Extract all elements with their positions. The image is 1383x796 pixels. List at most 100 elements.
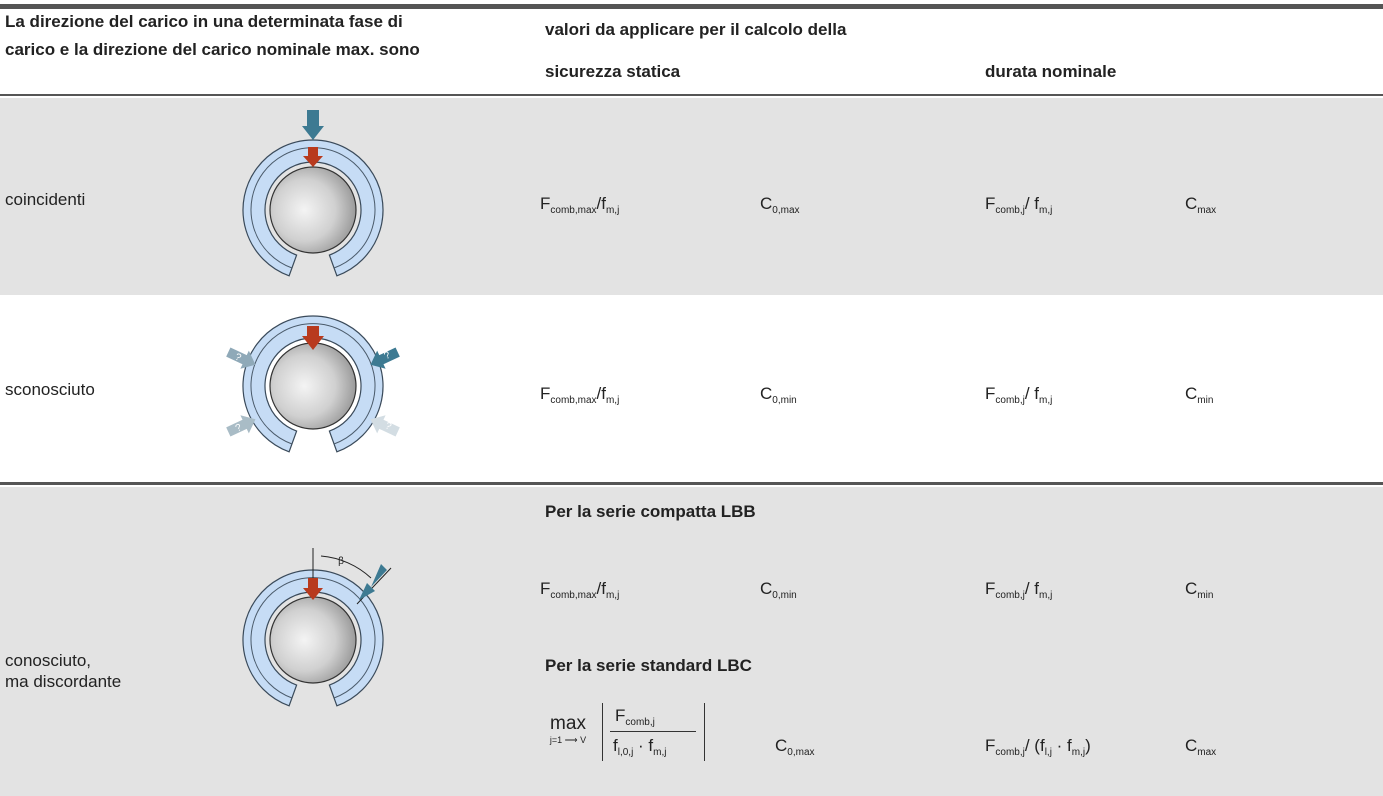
formula: Fcomb,j/ fm,j: [985, 384, 1052, 406]
formula-text: C: [760, 384, 773, 403]
formula-text: / f: [1024, 194, 1040, 213]
row-label: conosciuto,: [5, 651, 91, 670]
formula: Fcomb,max/fm,j: [540, 579, 619, 601]
subscript: m,j: [1071, 747, 1086, 758]
row-label: ma discordante: [5, 672, 122, 691]
formula: Cmin: [1185, 384, 1213, 406]
subscript: l,j: [1044, 747, 1052, 758]
formula-text: F: [540, 384, 551, 403]
group-title: Per la serie compatta LBB: [545, 502, 756, 521]
bearing-icon: [242, 110, 384, 277]
header-rating: durata nominale: [985, 62, 1117, 81]
abs-bar: [704, 703, 705, 761]
formula: Cmin: [1185, 579, 1213, 601]
formula-text: / f: [1024, 384, 1040, 403]
formula-text: C: [1185, 579, 1198, 598]
formula-text: F: [985, 384, 996, 403]
row-label: sconosciuto: [5, 380, 95, 399]
subscript: comb,j: [995, 205, 1025, 216]
subscript: m,j: [1039, 205, 1053, 216]
formula-text: F: [985, 736, 996, 755]
formula: Fcomb,j/ (fl,j · fm,j): [985, 736, 1091, 758]
formula-text: C: [760, 579, 773, 598]
formula-text: F: [985, 579, 996, 598]
bearing-icon: ? ? ? ?: [226, 315, 400, 453]
formula-text: · f: [1051, 736, 1072, 755]
group-title: Per la serie standard LBC: [545, 656, 752, 675]
max-op: max: [550, 713, 586, 734]
formula: C0,max: [760, 194, 800, 216]
subscript: m,j: [1039, 590, 1053, 601]
max-formula: max j=1 ⟶ V Fcomb,j fl,0,j · fm,j: [538, 703, 718, 763]
numerator: Fcomb,j: [615, 706, 655, 728]
formula: Fcomb,max/fm,j: [540, 384, 619, 406]
header-rule: [0, 94, 1383, 96]
subscript: min: [1197, 395, 1214, 406]
unknown-marker: ?: [233, 352, 243, 365]
angle-label: β: [338, 556, 344, 567]
formula-text: C: [1185, 194, 1198, 213]
formula: C0,min: [760, 384, 797, 406]
formula-text: /f: [596, 579, 606, 598]
formula-text: C: [1185, 384, 1198, 403]
formula: Fcomb,j/ fm,j: [985, 579, 1052, 601]
row-band: [0, 98, 1383, 295]
max-range: j=1 ⟶ V: [549, 735, 587, 745]
formula: Fcomb,j/ fm,j: [985, 194, 1052, 216]
formula: C0,max: [775, 736, 815, 758]
formula-text: C: [760, 194, 773, 213]
row-band: [0, 487, 1383, 796]
formula-text: C: [775, 736, 788, 755]
subscript: comb,max: [550, 395, 597, 406]
formula: Cmax: [1185, 736, 1216, 758]
subscript: comb,j: [995, 747, 1025, 758]
subscript: m,j: [653, 747, 667, 758]
header-col1: carico e la direzione del carico nominal…: [5, 40, 420, 59]
subscript: 0,max: [787, 747, 815, 758]
formula-text: · f: [633, 736, 654, 755]
formula-text: /f: [596, 194, 606, 213]
formula: Fcomb,max/fm,j: [540, 194, 619, 216]
subscript: comb,max: [550, 590, 597, 601]
denominator: fl,0,j · fm,j: [613, 736, 666, 758]
header-values: valori da applicare per il calcolo della: [545, 20, 847, 39]
subscript: max: [1197, 205, 1217, 216]
subscript: l,0,j: [617, 747, 634, 758]
formula: C0,min: [760, 579, 797, 601]
subscript: m,j: [605, 395, 620, 406]
unknown-marker: ?: [383, 350, 393, 363]
bearing-icon: β: [242, 548, 392, 707]
header-static: sicurezza statica: [545, 62, 681, 81]
formula-text: / f: [1024, 579, 1040, 598]
subscript: 0,min: [772, 590, 797, 601]
abs-bar: [602, 703, 603, 761]
formula-text: F: [985, 194, 996, 213]
subscript: comb,j: [995, 395, 1025, 406]
subscript: comb,max: [550, 205, 597, 216]
formula-text: F: [540, 579, 551, 598]
subscript: m,j: [605, 590, 620, 601]
subscript: m,j: [605, 205, 620, 216]
subscript: 0,max: [772, 205, 800, 216]
formula: Cmax: [1185, 194, 1216, 216]
formula-text: C: [1185, 736, 1198, 755]
subscript: 0,min: [772, 395, 797, 406]
top-rule: [0, 4, 1383, 9]
subscript: min: [1197, 590, 1214, 601]
formula-text: / (f: [1024, 736, 1045, 755]
formula-text: f: [613, 736, 618, 755]
row-rule: [0, 482, 1383, 485]
formula-text: /f: [596, 384, 606, 403]
subscript: comb,j: [625, 717, 655, 728]
formula-text: F: [540, 194, 551, 213]
header-col1: La direzione del carico in una determina…: [5, 12, 403, 31]
subscript: m,j: [1039, 395, 1053, 406]
subscript: max: [1197, 747, 1217, 758]
unknown-marker: ?: [383, 420, 393, 433]
row-label: coincidenti: [5, 190, 86, 209]
unknown-marker: ?: [234, 422, 244, 435]
formula-text: F: [615, 706, 626, 725]
subscript: comb,j: [995, 590, 1025, 601]
fraction-bar: [610, 731, 696, 732]
